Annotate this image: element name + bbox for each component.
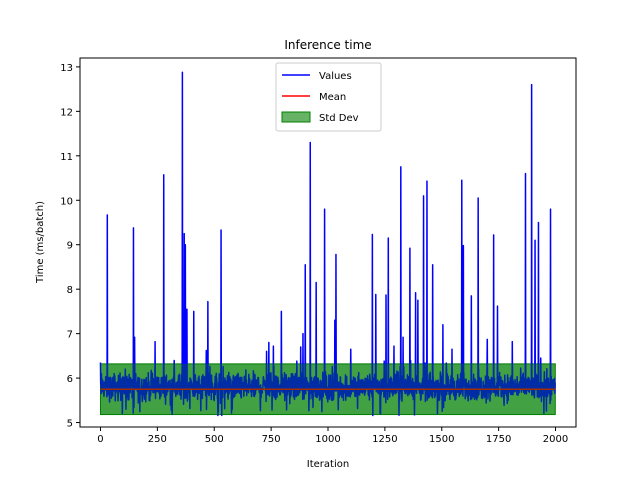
y-tick-label: 5 [67, 419, 73, 430]
y-tick-label: 13 [60, 63, 73, 74]
x-tick-label: 1250 [372, 434, 397, 445]
y-tick-label: 6 [67, 374, 73, 385]
legend: Values Mean Std Dev [275, 62, 382, 132]
values-line [99, 71, 556, 417]
std-dev-band-overlay [100, 363, 556, 415]
y-axis: 5 6 7 8 9 10 11 12 13 [60, 63, 80, 430]
x-tick-label: 2000 [543, 434, 568, 445]
legend-label: Mean [319, 92, 346, 103]
x-tick-label: 250 [148, 434, 167, 445]
x-axis: 0 250 500 750 1000 1250 1500 1750 2000 [97, 427, 568, 445]
legend-swatch [281, 111, 311, 123]
legend-label: Std Dev [319, 113, 359, 124]
y-tick-label: 8 [67, 285, 73, 296]
x-axis-label: Iteration [307, 459, 349, 470]
y-tick-label: 9 [67, 241, 73, 252]
legend-label: Values [319, 71, 352, 82]
y-tick-label: 11 [60, 152, 73, 163]
x-tick-label: 500 [205, 434, 224, 445]
plot-area [99, 71, 556, 417]
y-tick-label: 7 [67, 330, 73, 341]
x-tick-label: 1500 [429, 434, 454, 445]
y-axis-label: Time (ms/batch) [35, 201, 46, 284]
y-tick-label: 10 [60, 196, 73, 207]
x-tick-label: 1000 [315, 434, 340, 445]
x-tick-label: 1750 [486, 434, 511, 445]
x-tick-label: 750 [262, 434, 281, 445]
chart-title: Inference time [284, 38, 371, 52]
y-tick-label: 12 [60, 107, 73, 118]
x-tick-label: 0 [97, 434, 103, 445]
